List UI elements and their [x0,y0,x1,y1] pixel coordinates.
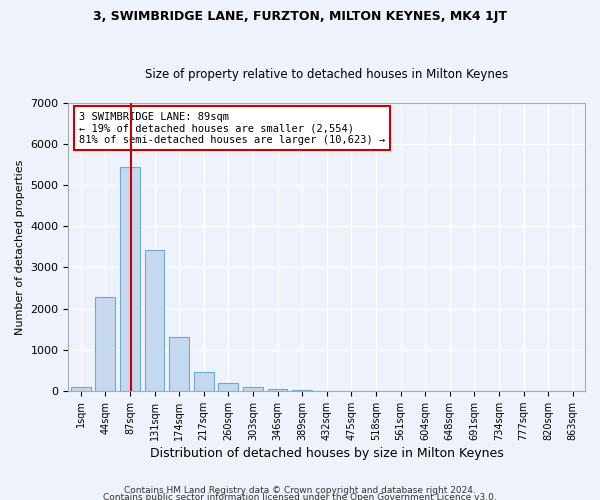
Text: 3, SWIMBRIDGE LANE, FURZTON, MILTON KEYNES, MK4 1JT: 3, SWIMBRIDGE LANE, FURZTON, MILTON KEYN… [93,10,507,23]
Bar [292,390,312,391]
Bar [145,250,164,391]
Text: Contains HM Land Registry data © Crown copyright and database right 2024.: Contains HM Land Registry data © Crown c… [124,486,476,495]
Bar [71,386,91,391]
Bar [95,297,115,391]
Text: Contains public sector information licensed under the Open Government Licence v3: Contains public sector information licen… [103,494,497,500]
Bar [194,372,214,391]
Bar [169,337,189,391]
Title: Size of property relative to detached houses in Milton Keynes: Size of property relative to detached ho… [145,68,508,81]
Bar [120,166,140,391]
Y-axis label: Number of detached properties: Number of detached properties [15,159,25,334]
Bar [218,383,238,391]
Bar [268,389,287,391]
X-axis label: Distribution of detached houses by size in Milton Keynes: Distribution of detached houses by size … [150,447,503,460]
Bar [243,386,263,391]
Text: 3 SWIMBRIDGE LANE: 89sqm
← 19% of detached houses are smaller (2,554)
81% of sem: 3 SWIMBRIDGE LANE: 89sqm ← 19% of detach… [79,112,385,145]
